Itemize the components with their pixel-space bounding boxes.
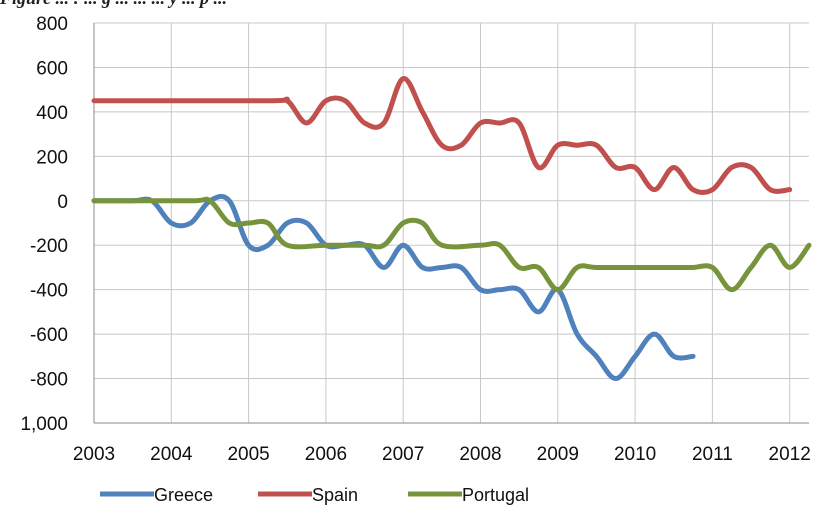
y-tick-label: -200 bbox=[30, 236, 68, 257]
y-tick-label: 200 bbox=[36, 147, 68, 168]
y-tick-label: 600 bbox=[36, 58, 68, 79]
x-tick-label: 2004 bbox=[150, 444, 193, 465]
y-tick-label: -400 bbox=[30, 281, 68, 302]
series-line-portugal bbox=[91, 196, 812, 293]
figure-caption: Figure ... : ... g ... ... ... y ... p .… bbox=[0, 0, 227, 10]
legend-label: Portugal bbox=[462, 485, 529, 505]
y-tick-labels: 800 600 400 200 0 -200 -400 -600 -800 1,000 bbox=[20, 14, 68, 435]
y-tick-label: -600 bbox=[30, 325, 68, 346]
legend-label: Spain bbox=[312, 485, 358, 505]
legend-label: Greece bbox=[154, 485, 213, 505]
x-tick-label: 2007 bbox=[382, 444, 424, 465]
x-tick-label: 2009 bbox=[537, 444, 579, 465]
x-tick-label: 2012 bbox=[769, 444, 811, 465]
y-tick-label: 0 bbox=[57, 192, 68, 213]
y-tick-label: -800 bbox=[30, 370, 68, 391]
x-tick-label: 2010 bbox=[614, 444, 656, 465]
legend: Greece Spain Portugal bbox=[100, 485, 529, 505]
x-tick-label: 2011 bbox=[692, 444, 733, 465]
y-tick-label: 1,000 bbox=[20, 414, 68, 435]
x-tick-label: 2003 bbox=[73, 444, 115, 465]
x-tick-label: 2008 bbox=[459, 444, 501, 465]
y-tick-label: 800 bbox=[36, 14, 68, 35]
x-tick-label: 2005 bbox=[227, 444, 269, 465]
x-tick-label: 2006 bbox=[305, 444, 347, 465]
series-line-spain bbox=[91, 76, 793, 195]
series-lines bbox=[91, 76, 812, 382]
y-tick-label: 400 bbox=[36, 103, 68, 124]
axes bbox=[93, 23, 809, 424]
x-tick-labels: 2003 2004 2005 2006 2007 2008 2009 2010 2011 2012 bbox=[73, 444, 811, 465]
plot-area bbox=[94, 23, 809, 423]
